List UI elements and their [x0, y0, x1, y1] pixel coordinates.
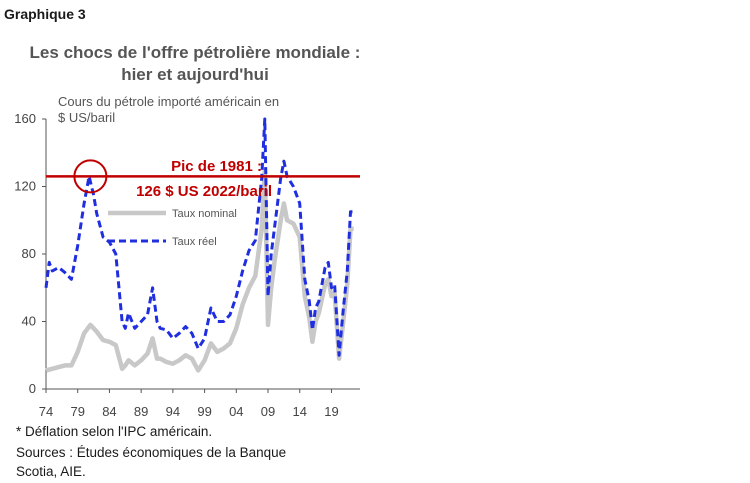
x-tick-label: 94: [166, 404, 180, 419]
y-tick-label: 160: [14, 111, 36, 126]
legend-label-real: Taux réel: [172, 236, 217, 248]
sources-line-2: Scotia, AIE.: [16, 464, 86, 479]
y-tick-label: 80: [22, 246, 36, 261]
y-axis-label: Cours du pétrole importé américain en $ …: [58, 94, 279, 126]
series-lines: [44, 117, 354, 373]
legend-label-nominal: Taux nominal: [172, 208, 237, 220]
x-tick-label: 14: [293, 404, 307, 419]
x-tick-label: 89: [134, 404, 148, 419]
y-axis-label-line-1: Cours du pétrole importé américain en: [58, 94, 280, 109]
chart-title: Les chocs de l'offre pétrolière mondiale…: [10, 42, 380, 86]
x-tick-label: 79: [70, 404, 84, 419]
peak-annotation-line-2: 126 $ US 2022/baril: [136, 183, 272, 200]
x-tick-label: 19: [324, 404, 338, 419]
peak-highlight-circle: [73, 159, 108, 194]
chart-title-line-2: hier et aujourd'hui: [121, 65, 269, 84]
series-real-line: [44, 117, 354, 357]
series-nominal-line: [45, 167, 354, 373]
y-tick-label: 40: [22, 314, 36, 329]
y-axis-label-line-2: $ US/baril: [58, 110, 116, 125]
deflation-note: * Déflation selon l'IPC américain.: [16, 424, 213, 439]
x-tick-label: 09: [261, 404, 275, 419]
peak-annotation-line-1: Pic de 1981 :: [171, 158, 262, 175]
axes: 0 40 80 120 160 74 79 84 89 94 99 04 09 14 19: [14, 111, 360, 419]
x-tick-label: 74: [39, 404, 53, 419]
x-tick-label: 84: [102, 404, 116, 419]
chart-title-line-1: Les chocs de l'offre pétrolière mondiale…: [29, 43, 361, 62]
x-tick-label: 99: [197, 404, 211, 419]
legend: Taux nominal Taux réel: [108, 208, 237, 248]
y-tick-label: 120: [14, 179, 36, 194]
figure-number: Graphique 3: [4, 6, 86, 22]
x-tick-label: 04: [229, 404, 243, 419]
y-tick-label: 0: [29, 381, 36, 396]
annotations: Pic de 1981 : 126 $ US 2022/baril: [46, 158, 360, 200]
sources-line-1: Sources : Études économiques de la Banqu…: [16, 445, 287, 460]
